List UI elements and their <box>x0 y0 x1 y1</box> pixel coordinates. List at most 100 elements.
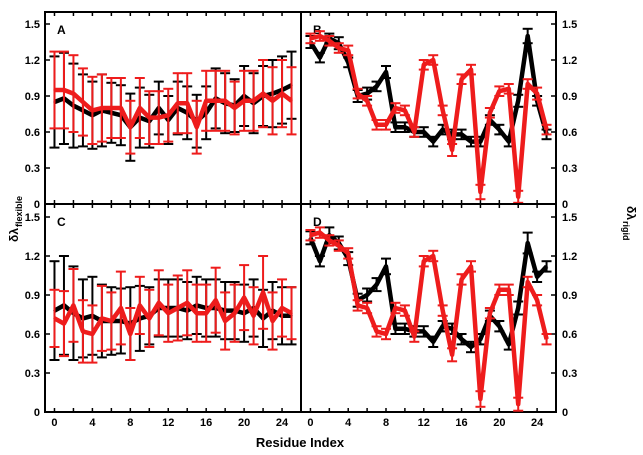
data-point <box>403 327 407 330</box>
data-point <box>356 304 359 307</box>
data-point <box>488 312 492 315</box>
data-point <box>545 338 548 341</box>
data-point <box>403 126 407 129</box>
data-point <box>450 148 454 152</box>
data-point <box>290 312 293 315</box>
data-point <box>507 343 510 346</box>
y-tick-label: 0 <box>34 407 40 419</box>
data-point <box>394 327 397 330</box>
data-point <box>394 126 397 129</box>
data-point <box>394 106 397 110</box>
y-axis-title-left-subscript: flexible <box>14 196 24 227</box>
data-point <box>309 37 312 40</box>
y-axis-title-right: δλ rigid <box>621 206 638 240</box>
data-point <box>441 128 444 131</box>
data-point <box>176 102 179 105</box>
y-tick-label: 0.3 <box>562 163 577 175</box>
data-point <box>242 296 246 299</box>
panel-label: A <box>57 23 66 37</box>
data-point <box>460 278 463 281</box>
data-point <box>110 106 113 110</box>
data-point <box>450 327 454 330</box>
x-tick-label: 16 <box>200 417 212 429</box>
data-point <box>271 319 274 323</box>
y-tick-label: 0 <box>562 199 568 211</box>
series-line <box>309 230 549 407</box>
panel-b: 0 0.3 0.6 0.9 1.2 1.5 B <box>300 11 577 211</box>
data-point <box>441 309 444 312</box>
data-point <box>290 99 293 103</box>
data-point <box>384 70 388 74</box>
data-point <box>318 56 322 59</box>
data-point <box>110 319 113 323</box>
data-point <box>394 306 397 310</box>
x-tick-label: 8 <box>127 417 133 429</box>
data-point <box>422 330 425 333</box>
data-point <box>413 335 416 338</box>
panel-c: 0 0.3 0.6 0.9 1.2 1.5 0 4 8 12 16 20 24 C <box>25 203 302 429</box>
x-tick-label: 24 <box>531 417 544 429</box>
data-point <box>176 306 179 310</box>
data-point <box>498 325 501 328</box>
series-red <box>305 30 552 204</box>
data-point <box>261 291 265 294</box>
data-point <box>119 306 123 310</box>
data-point <box>498 90 501 93</box>
data-point <box>403 309 407 312</box>
y-tick-label: 0.6 <box>25 127 40 139</box>
x-tick-label: 20 <box>493 417 505 429</box>
data-point <box>72 304 75 307</box>
data-point <box>129 126 132 129</box>
data-point <box>204 312 208 315</box>
y-tick-label: 0.9 <box>562 91 577 103</box>
data-point <box>375 283 378 286</box>
data-point <box>422 260 425 263</box>
data-point <box>119 106 123 110</box>
data-point <box>271 99 274 103</box>
data-point <box>507 140 510 143</box>
data-point <box>384 332 388 336</box>
data-point <box>469 68 473 71</box>
data-point <box>384 123 388 127</box>
x-tick-label: 0 <box>51 417 57 429</box>
data-point <box>365 306 369 310</box>
data-point <box>507 288 510 291</box>
data-point <box>441 325 444 328</box>
panel-d: 0 0.3 0.6 0.9 1.2 1.5 0 4 8 12 16 20 24 D <box>300 203 577 429</box>
y-tick-label: 1.2 <box>25 251 40 263</box>
data-point <box>545 265 548 268</box>
y-axis-title-right-subscript: rigid <box>621 221 631 241</box>
x-tick-label: 16 <box>455 417 467 429</box>
y-tick-label: 1.5 <box>25 19 40 31</box>
data-point <box>81 100 85 104</box>
data-point <box>252 314 255 317</box>
data-point <box>223 99 227 103</box>
data-point <box>62 88 66 92</box>
data-point <box>375 330 378 333</box>
data-point <box>337 244 340 247</box>
data-point <box>498 288 501 291</box>
x-tick-label: 12 <box>418 417 430 429</box>
data-point <box>479 397 482 401</box>
data-point <box>280 306 284 310</box>
data-point <box>318 34 322 38</box>
data-point <box>138 304 142 307</box>
data-point <box>526 241 529 245</box>
data-point <box>100 317 104 320</box>
y-tick-label: 0.9 <box>562 290 577 302</box>
y-axis-title-left-symbol: δλ <box>7 228 21 242</box>
data-point <box>195 312 198 315</box>
y-tick-label: 0 <box>34 199 40 211</box>
data-point <box>252 99 255 103</box>
x-tick-label: 12 <box>162 417 174 429</box>
data-point <box>318 231 322 234</box>
panel-frame <box>300 203 557 413</box>
y-tick-label: 1.5 <box>25 212 40 224</box>
data-point <box>62 322 66 325</box>
data-point <box>280 92 284 95</box>
data-point <box>186 301 189 304</box>
data-point <box>53 88 56 92</box>
data-point <box>129 332 132 336</box>
series-line <box>53 290 293 337</box>
data-point <box>347 252 350 255</box>
